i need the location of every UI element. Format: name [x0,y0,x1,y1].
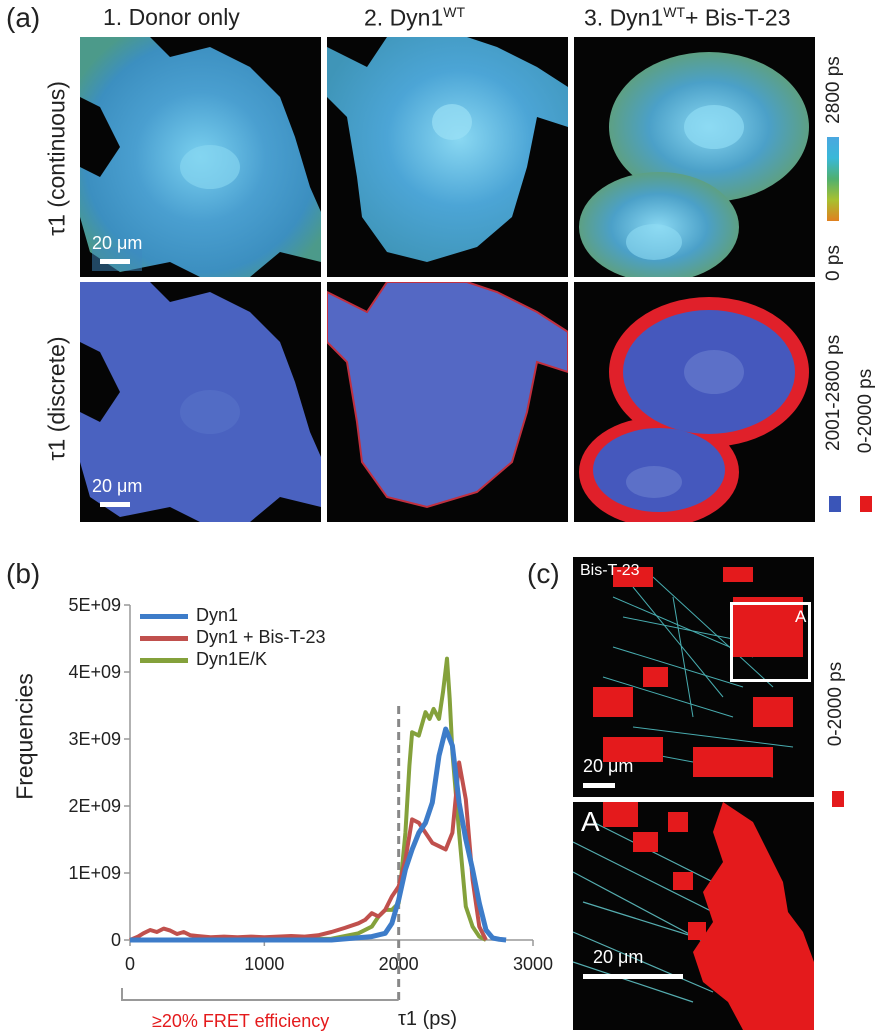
y-tick-label: 2E+09 [68,796,121,816]
x-tick-label: 3000 [513,954,553,974]
image-donor-only-discrete: 20 μm [80,282,321,522]
y-tick-label: 3E+09 [68,729,121,749]
y-tick-label: 0 [111,930,121,950]
fret-threshold-label: ≥20% FRET efficiency [152,1011,330,1031]
scale-bar-2 [100,502,130,507]
legend-text-bis: Dyn1 + Bis-T-23 [196,627,326,647]
legend-label-high: 2001-2800 ps [823,334,844,451]
x-tick-label: 0 [125,954,135,974]
legend-line-ek [140,658,188,663]
y-tick-label: 5E+09 [68,595,121,615]
image-actin-inset: A 20 μm [573,802,814,1030]
scale-bar-label-c: 20 μm [583,756,634,776]
panel-a-label: (a) [6,2,41,33]
legend-text-dyn1: Dyn1 [196,605,239,625]
panel-c-label: (c) [527,558,560,589]
series-line-dyn1 [130,726,507,943]
x-tick-label: 1000 [244,954,284,974]
y-tick-label: 1E+09 [68,863,121,883]
legend-text-ek: Dyn1E/K [196,649,268,669]
panel-c-legend-swatch [832,791,844,807]
image-dyn1-bis-discrete [574,282,815,522]
scale-bar [100,259,130,264]
image-dyn1-continuous [327,37,568,277]
scale-bar-inset [583,974,683,979]
series-line-dyn1-bis-t-23 [129,760,488,942]
colorbar-min-label: 0 ps [823,245,844,281]
image-donor-only-continuous: 20 μm [80,37,321,277]
image-dyn1-bis-continuous [574,37,815,277]
x-axis-label: τ1 (ps) [398,1008,458,1030]
legend-label-low: 0-2000 ps [855,368,876,454]
region-box-a [730,602,811,682]
column-header-2: 2. Dyn1WT [364,4,466,31]
scale-bar-label: 20 μm [92,233,143,253]
row-label-discrete: τ1 (discrete) [43,336,70,461]
colorbar [827,137,839,221]
scale-bar-label-inset: 20 μm [593,947,644,967]
legend-swatch-high [829,496,841,512]
row-label-continuous: τ1 (continuous) [43,81,70,236]
scale-bar-c [583,783,615,788]
x-tick-label: 2000 [379,954,419,974]
legend-line-bis [140,636,188,641]
actin-image-title: Bis-T-23 [580,562,640,579]
region-box-label: A [795,607,807,626]
y-tick-label: 4E+09 [68,662,121,682]
frequency-chart: 0 1E+09 2E+09 3E+09 4E+09 5E+09 0 1000 2000 3000 [68,595,553,1001]
image-actin-overview: A Bis-T-23 20 μm [573,557,814,797]
colorbar-max-label: 2800 ps [823,56,844,124]
image-dyn1-discrete [327,282,568,522]
column-header-3: 3. Dyn1WT+ Bis-T-23 [584,4,791,31]
legend-swatch-low [860,496,872,512]
legend-line-dyn1 [140,614,188,619]
scale-bar-label-2: 20 μm [92,476,143,496]
inset-label: A [581,806,600,837]
column-header-1: 1. Donor only [103,4,240,30]
threshold-bracket [121,988,399,1001]
panel-b-label: (b) [6,558,41,589]
panel-c-legend-label: 0-2000 ps [825,661,846,747]
